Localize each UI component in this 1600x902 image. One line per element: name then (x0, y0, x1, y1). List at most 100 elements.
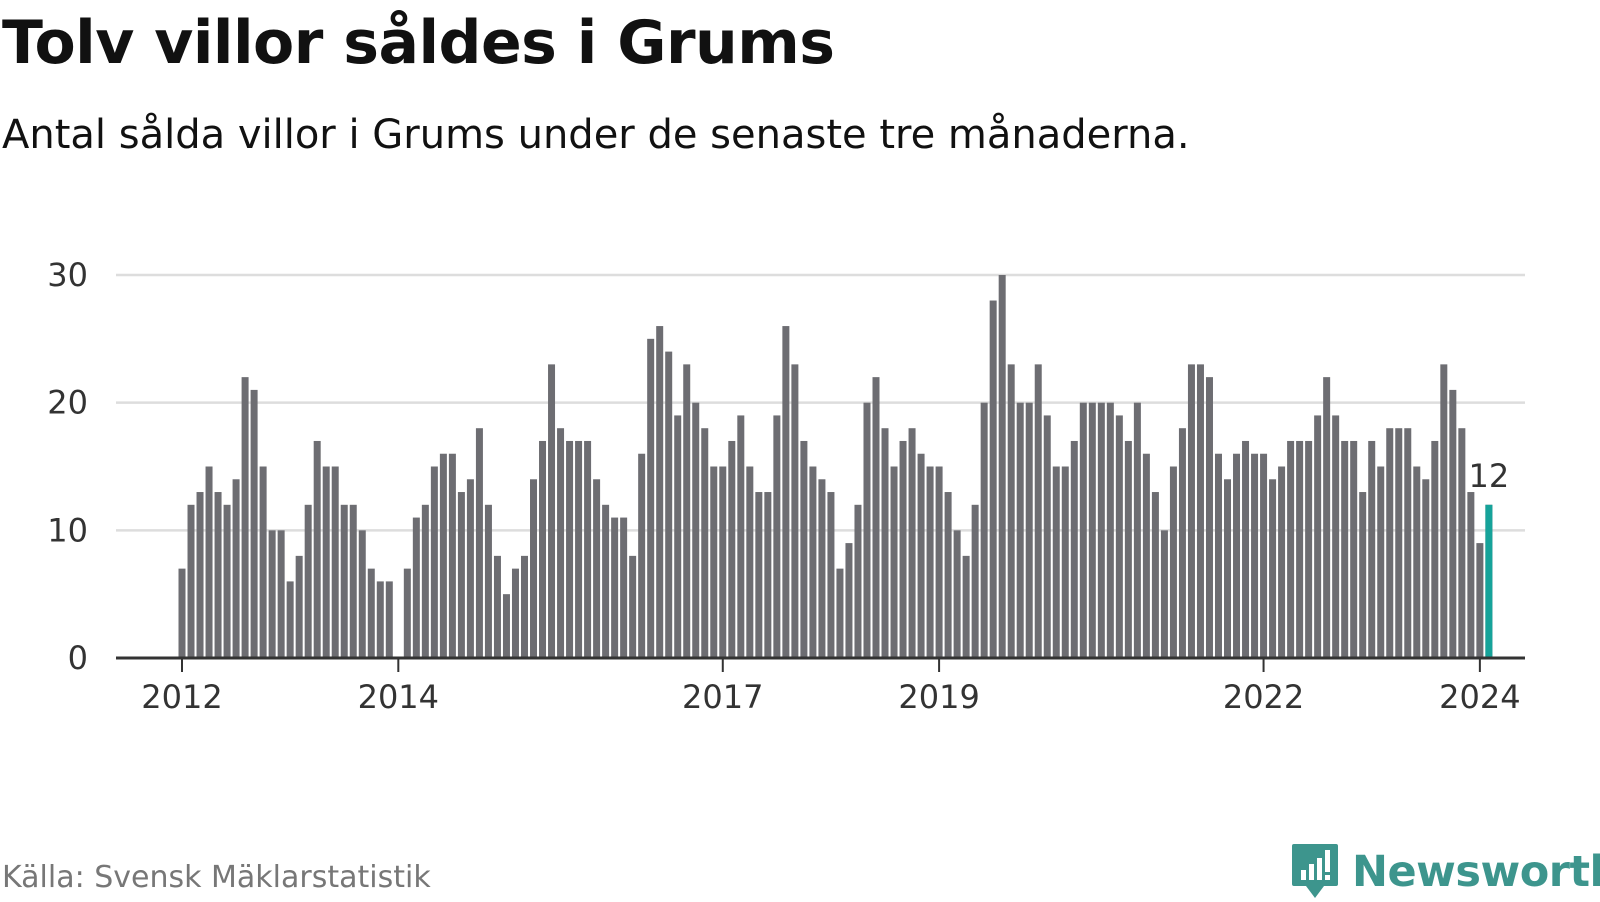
x-tick-label: 2012 (141, 678, 222, 716)
bar (971, 504, 979, 658)
bar (665, 351, 673, 658)
bar (1260, 453, 1268, 658)
bar (1214, 453, 1222, 658)
bar (466, 479, 474, 658)
bar (1404, 428, 1412, 658)
bar (1431, 440, 1439, 658)
bar (1296, 440, 1304, 658)
y-tick-label: 10 (47, 511, 88, 549)
bar (548, 364, 556, 658)
bar (647, 338, 655, 658)
bar (944, 492, 952, 658)
bar (872, 377, 880, 658)
bar (1124, 440, 1132, 658)
bar (1070, 440, 1078, 658)
bar (1359, 492, 1367, 658)
bar (241, 377, 249, 658)
bar (575, 440, 583, 658)
bar (250, 389, 258, 658)
y-tick-label: 20 (47, 384, 88, 422)
bar (629, 555, 637, 658)
bar (530, 479, 538, 658)
bar (1413, 466, 1421, 658)
bar (1224, 479, 1232, 658)
bar (232, 479, 240, 658)
bar (899, 440, 907, 658)
bar (1350, 440, 1358, 658)
bar (502, 594, 510, 658)
bar (349, 504, 357, 658)
bar (1115, 415, 1123, 658)
bar (1088, 402, 1096, 658)
bar (584, 440, 592, 658)
bar (818, 479, 826, 658)
bar (286, 581, 294, 658)
bar (719, 466, 727, 658)
bar (358, 530, 366, 658)
bar (926, 466, 934, 658)
bar (1251, 453, 1259, 658)
bar (403, 568, 411, 658)
x-tick-label: 2014 (358, 678, 439, 716)
bar (340, 504, 348, 658)
x-tick-label: 2017 (682, 678, 763, 716)
bar (331, 466, 339, 658)
bar (1341, 440, 1349, 658)
bar (1242, 440, 1250, 658)
bar (1233, 453, 1241, 658)
newsworthy-logo: Newsworthy (1290, 842, 1600, 902)
bar (1061, 466, 1069, 658)
bar (728, 440, 736, 658)
bar (1476, 543, 1484, 658)
bar (1034, 364, 1042, 658)
bar (1305, 440, 1313, 658)
x-tick-label: 2019 (898, 678, 979, 716)
bar (376, 581, 384, 658)
bar (1323, 377, 1331, 658)
bar (1449, 389, 1457, 658)
bar (511, 568, 519, 658)
bar (1133, 402, 1141, 658)
source-text: Källa: Svensk Mäklarstatistik (2, 860, 431, 895)
bar (1368, 440, 1376, 658)
chart-title: Tolv villor såldes i Grums (2, 8, 835, 78)
bar (421, 504, 429, 658)
bar (295, 555, 303, 658)
bar (1205, 377, 1213, 658)
bar (484, 504, 492, 658)
bar (1016, 402, 1024, 658)
bar (746, 466, 754, 658)
bar (1458, 428, 1466, 658)
bar (800, 440, 808, 658)
bar (593, 479, 601, 658)
bar (493, 555, 501, 658)
bar (1178, 428, 1186, 658)
bar (268, 530, 276, 658)
bar (448, 453, 456, 658)
newsworthy-logo-icon (1292, 844, 1338, 898)
bar (1278, 466, 1286, 658)
bar (1314, 415, 1322, 658)
bar (1151, 492, 1159, 658)
bar (557, 428, 565, 658)
bar (620, 517, 628, 658)
bar (1187, 364, 1195, 658)
bar (1196, 364, 1204, 658)
bar (710, 466, 718, 658)
bar (692, 402, 700, 658)
bar (980, 402, 988, 658)
bar (1332, 415, 1340, 658)
x-tick-label: 2022 (1223, 678, 1304, 716)
bar (1106, 402, 1114, 658)
bar (1160, 530, 1168, 658)
bar (854, 504, 862, 658)
bar (196, 492, 204, 658)
bar (611, 517, 619, 658)
bar (259, 466, 267, 658)
logo-text: Newsworthy (1352, 847, 1600, 897)
bar (1052, 466, 1060, 658)
bar (1395, 428, 1403, 658)
bar (683, 364, 691, 658)
bar (178, 568, 186, 658)
bar (890, 466, 898, 658)
